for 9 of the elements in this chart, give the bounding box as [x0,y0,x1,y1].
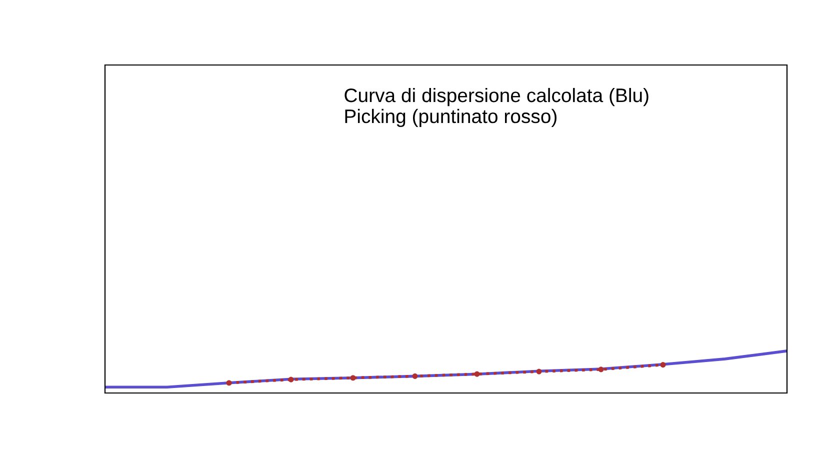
point [536,368,542,374]
point [474,371,480,377]
text: Curva di dispersione calcolata (Blu) Picking (puntinato rosso) [344,88,648,128]
point [288,376,294,382]
point [412,373,418,379]
point [598,366,604,372]
point [226,380,232,386]
point [350,375,356,381]
point [660,362,666,368]
